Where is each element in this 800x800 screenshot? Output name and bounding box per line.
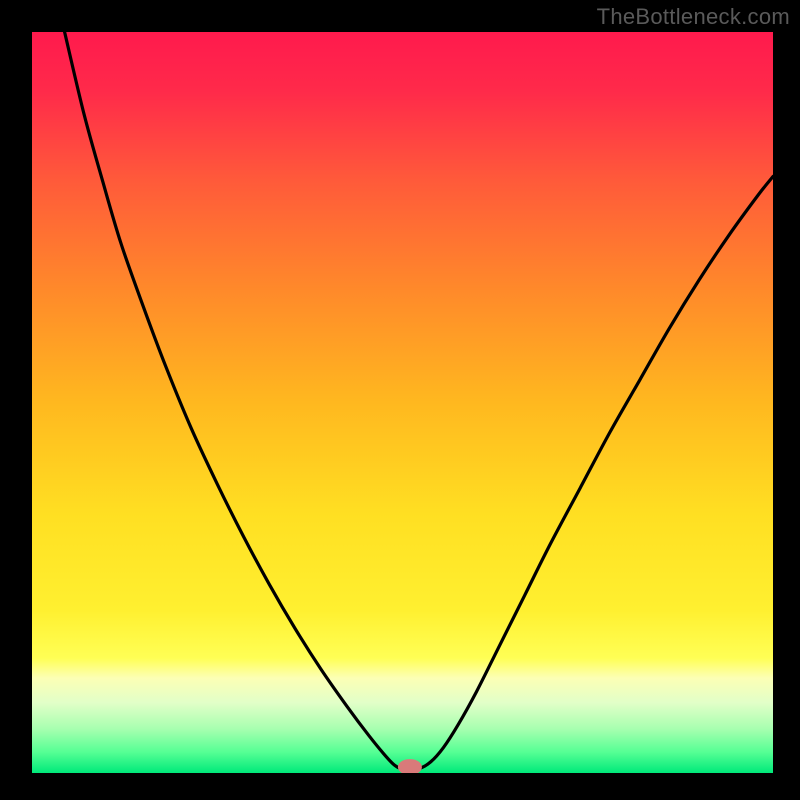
gradient-background <box>32 32 773 773</box>
watermark-text: TheBottleneck.com <box>597 4 790 30</box>
chart-container: TheBottleneck.com <box>0 0 800 800</box>
plot-svg <box>32 32 773 773</box>
